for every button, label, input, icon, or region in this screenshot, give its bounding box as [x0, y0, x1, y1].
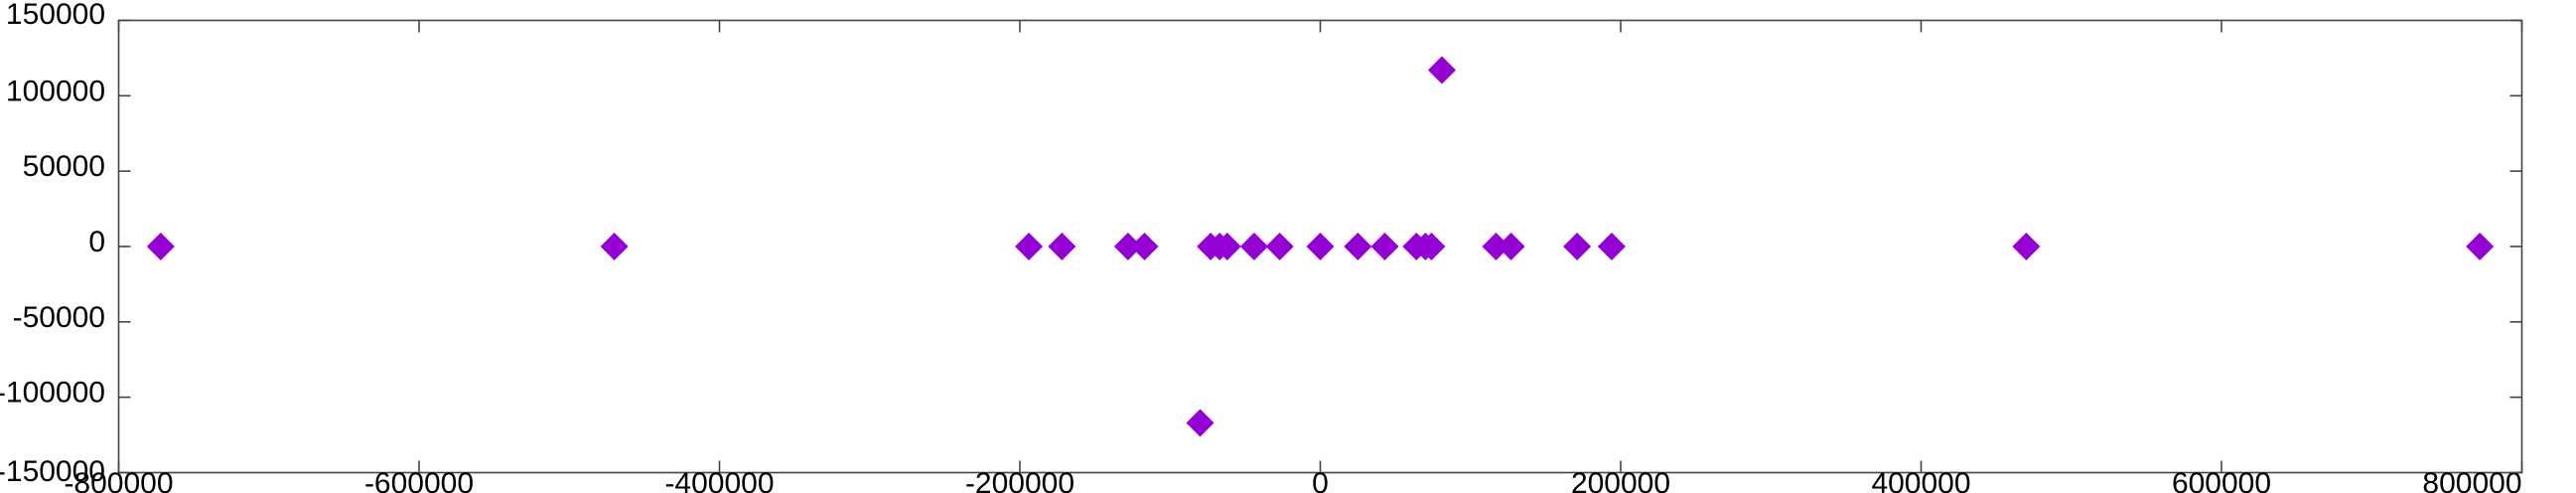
data-point	[1239, 233, 1268, 260]
data-point	[1186, 409, 1215, 437]
data-point	[1597, 233, 1626, 260]
x-tick-label: 800000	[2422, 467, 2521, 493]
data-point	[2466, 233, 2495, 260]
data-point	[1344, 233, 1372, 260]
y-tick-label: 0	[88, 226, 105, 258]
data-point	[600, 233, 629, 260]
data-point	[146, 233, 175, 260]
x-tick-label: 600000	[2172, 467, 2271, 493]
data-point	[1048, 233, 1076, 260]
y-axis: 150000 100000 50000 0 -50000 -100000 -150000	[0, 0, 2522, 488]
data-point	[1417, 233, 1446, 260]
y-tick-label: 50000	[23, 150, 105, 183]
x-tick-label: 400000	[1871, 467, 1970, 493]
x-tick-label: -600000	[364, 467, 474, 493]
y-tick-label: 150000	[6, 0, 105, 31]
data-point	[1113, 233, 1142, 260]
y-tick-label: -50000	[13, 301, 105, 334]
x-tick-label: -400000	[664, 467, 774, 493]
data-point	[2012, 233, 2041, 260]
data-point	[1130, 233, 1159, 260]
x-tick-label: 0	[1312, 467, 1329, 493]
data-point	[1213, 233, 1241, 260]
x-tick-label: -800000	[64, 467, 173, 493]
data-point	[1015, 233, 1044, 260]
data-point	[1497, 233, 1525, 260]
x-axis: -800000 -600000 -400000 -200000 0 200000 40000…	[64, 20, 2523, 493]
data-point	[1482, 233, 1510, 260]
data-point	[1265, 233, 1294, 260]
data-point	[1306, 233, 1335, 260]
y-tick-label: -100000	[0, 377, 105, 410]
y-tick-label: 100000	[6, 75, 105, 107]
data-point	[1428, 56, 1457, 84]
x-tick-label: -200000	[965, 467, 1074, 493]
data-points	[146, 56, 2495, 437]
y-tick-label: -150000	[0, 455, 105, 488]
x-tick-label: 200000	[1571, 467, 1670, 493]
data-point	[1563, 233, 1592, 260]
data-point	[1370, 233, 1399, 260]
